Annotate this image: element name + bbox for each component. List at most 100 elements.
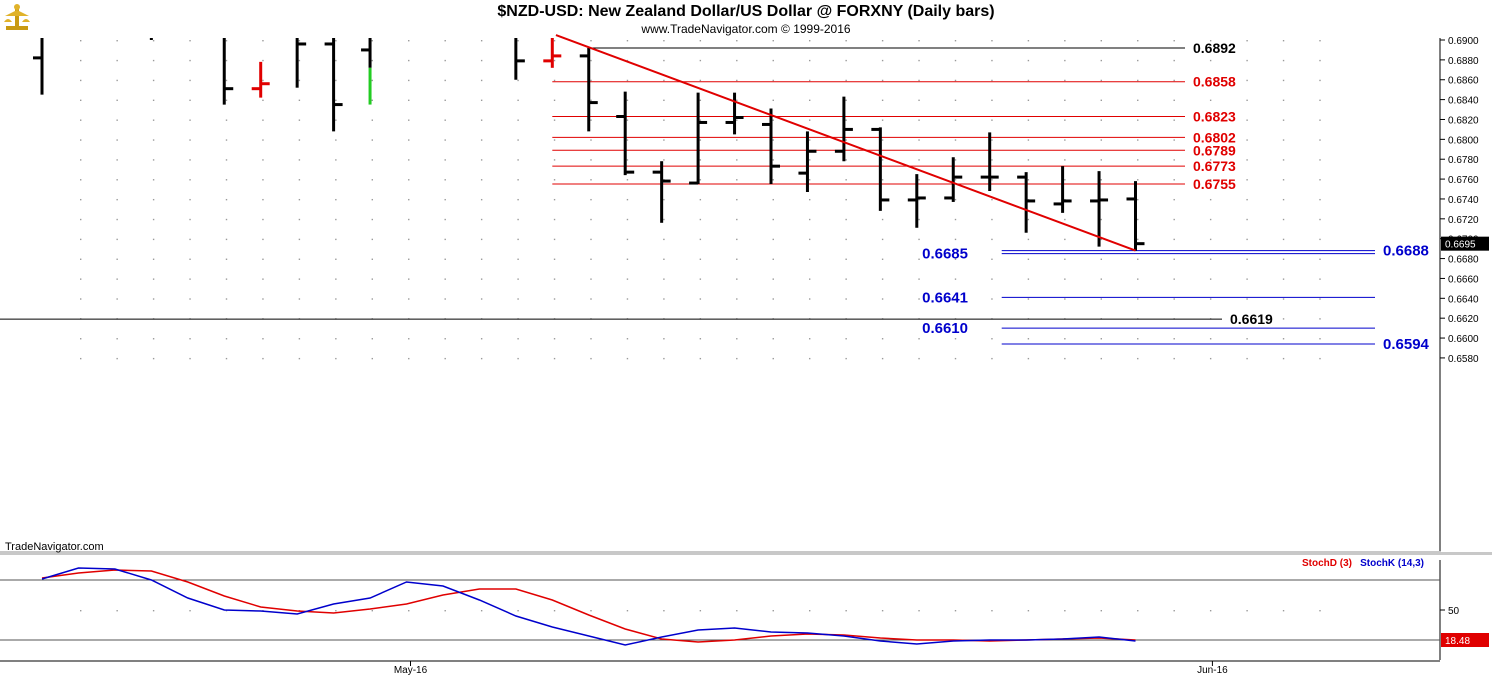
grid-dot (371, 159, 373, 161)
grid-dot (444, 238, 446, 241)
grid-dot (116, 198, 118, 201)
grid-dot (663, 357, 665, 360)
grid-dot (772, 40, 774, 42)
grid-dot (663, 338, 665, 340)
grid-dot (1173, 610, 1175, 612)
grid-dot (1064, 298, 1066, 300)
grid-dot (809, 338, 811, 340)
grid-dot (189, 610, 191, 612)
grid-dot (298, 59, 301, 62)
price-tick-label: 0.6640 (1448, 294, 1479, 305)
grid-dot (553, 258, 556, 260)
grid-dot (1246, 99, 1248, 102)
grid-dot (225, 40, 228, 42)
grid-dot (590, 79, 592, 82)
grid-dot (152, 357, 155, 360)
level-label: 0.6773 (1193, 158, 1236, 174)
grid-dot (663, 79, 665, 82)
price-tick-label: 0.6900 (1448, 36, 1479, 47)
grid-dot (1282, 159, 1285, 161)
grid-dot (225, 298, 228, 300)
grid-dot (663, 218, 665, 221)
grid-dot (1137, 179, 1139, 181)
grid-dot (335, 198, 337, 201)
grid-dot (116, 59, 118, 62)
grid-dot (1319, 79, 1321, 82)
oscillator-panel-grid: StochK (14,3) StochD (3) (0, 558, 1441, 660)
grid-dot (116, 139, 118, 141)
grid-dot (152, 159, 155, 161)
grid-dot (371, 338, 373, 340)
grid-dot (517, 610, 519, 612)
date-axis: May-16 Jun-16 (0, 660, 1440, 676)
grid-dot (225, 278, 228, 280)
grid-dot (1282, 99, 1285, 102)
grid-dot (663, 119, 665, 121)
grid-dot (225, 79, 228, 82)
grid-dot (918, 258, 920, 260)
grid-dot (1173, 278, 1175, 280)
grid-dot (590, 610, 592, 612)
grid-dot (1209, 357, 1212, 360)
grid-dot (772, 179, 774, 181)
grid-dot (1209, 99, 1212, 102)
grid-dot (335, 159, 337, 161)
grid-dot (553, 610, 556, 612)
grid-dot (517, 238, 519, 241)
grid-dot (626, 139, 629, 141)
grid-dot (262, 258, 264, 260)
stochastic-lines (41, 567, 1136, 646)
grid-dot (480, 119, 483, 121)
grid-dot (736, 258, 738, 260)
grid-dot (262, 159, 264, 161)
grid-dot (152, 40, 155, 42)
grid-dot (1137, 610, 1139, 612)
grid-dot (845, 610, 847, 612)
chart-header: $NZD-USD: New Zealand Dollar/US Dollar @… (0, 0, 1492, 38)
grid-dot (881, 59, 884, 62)
grid-dot (1173, 179, 1175, 181)
grid-dot (116, 258, 118, 260)
grid-dot (1282, 278, 1285, 280)
grid-dot (553, 198, 556, 201)
grid-dot (954, 238, 957, 241)
grid-dot (517, 179, 519, 181)
grid-dot (553, 59, 556, 62)
grid-dot (1209, 59, 1212, 62)
grid-dot (553, 99, 556, 102)
grid-dot (262, 179, 264, 181)
grid-dot (991, 179, 993, 181)
grid-dot (772, 59, 774, 62)
grid-dot (517, 139, 519, 141)
grid-dot (553, 119, 556, 121)
grid-dot (991, 79, 993, 82)
grid-dot (809, 218, 811, 221)
grid-dot (298, 179, 301, 181)
grid-dot (1319, 338, 1321, 340)
grid-dot (517, 218, 519, 221)
grid-dot (626, 610, 629, 612)
grid-dot (663, 278, 665, 280)
grid-dot (225, 238, 228, 241)
grid-dot (699, 119, 702, 121)
price-tick-label: 0.6800 (1448, 135, 1479, 146)
grid-dot (991, 40, 993, 42)
grid-dot (881, 238, 884, 241)
grid-dot (262, 59, 264, 62)
grid-dot (225, 99, 228, 102)
grid-dot (845, 99, 847, 102)
grid-dot (1282, 40, 1285, 42)
grid-dot (444, 278, 446, 280)
grid-dot (152, 258, 155, 260)
grid-dot (1319, 119, 1321, 121)
grid-dot (1282, 198, 1285, 201)
grid-dot (444, 357, 446, 360)
grid-dot (189, 238, 191, 241)
grid-dot (809, 258, 811, 260)
grid-dot (80, 278, 82, 280)
level-label: 0.6619 (1230, 311, 1273, 327)
grid-dot (590, 258, 592, 260)
grid-dot (371, 278, 373, 280)
osc-legend-item: StochD (3) (1302, 558, 1352, 569)
